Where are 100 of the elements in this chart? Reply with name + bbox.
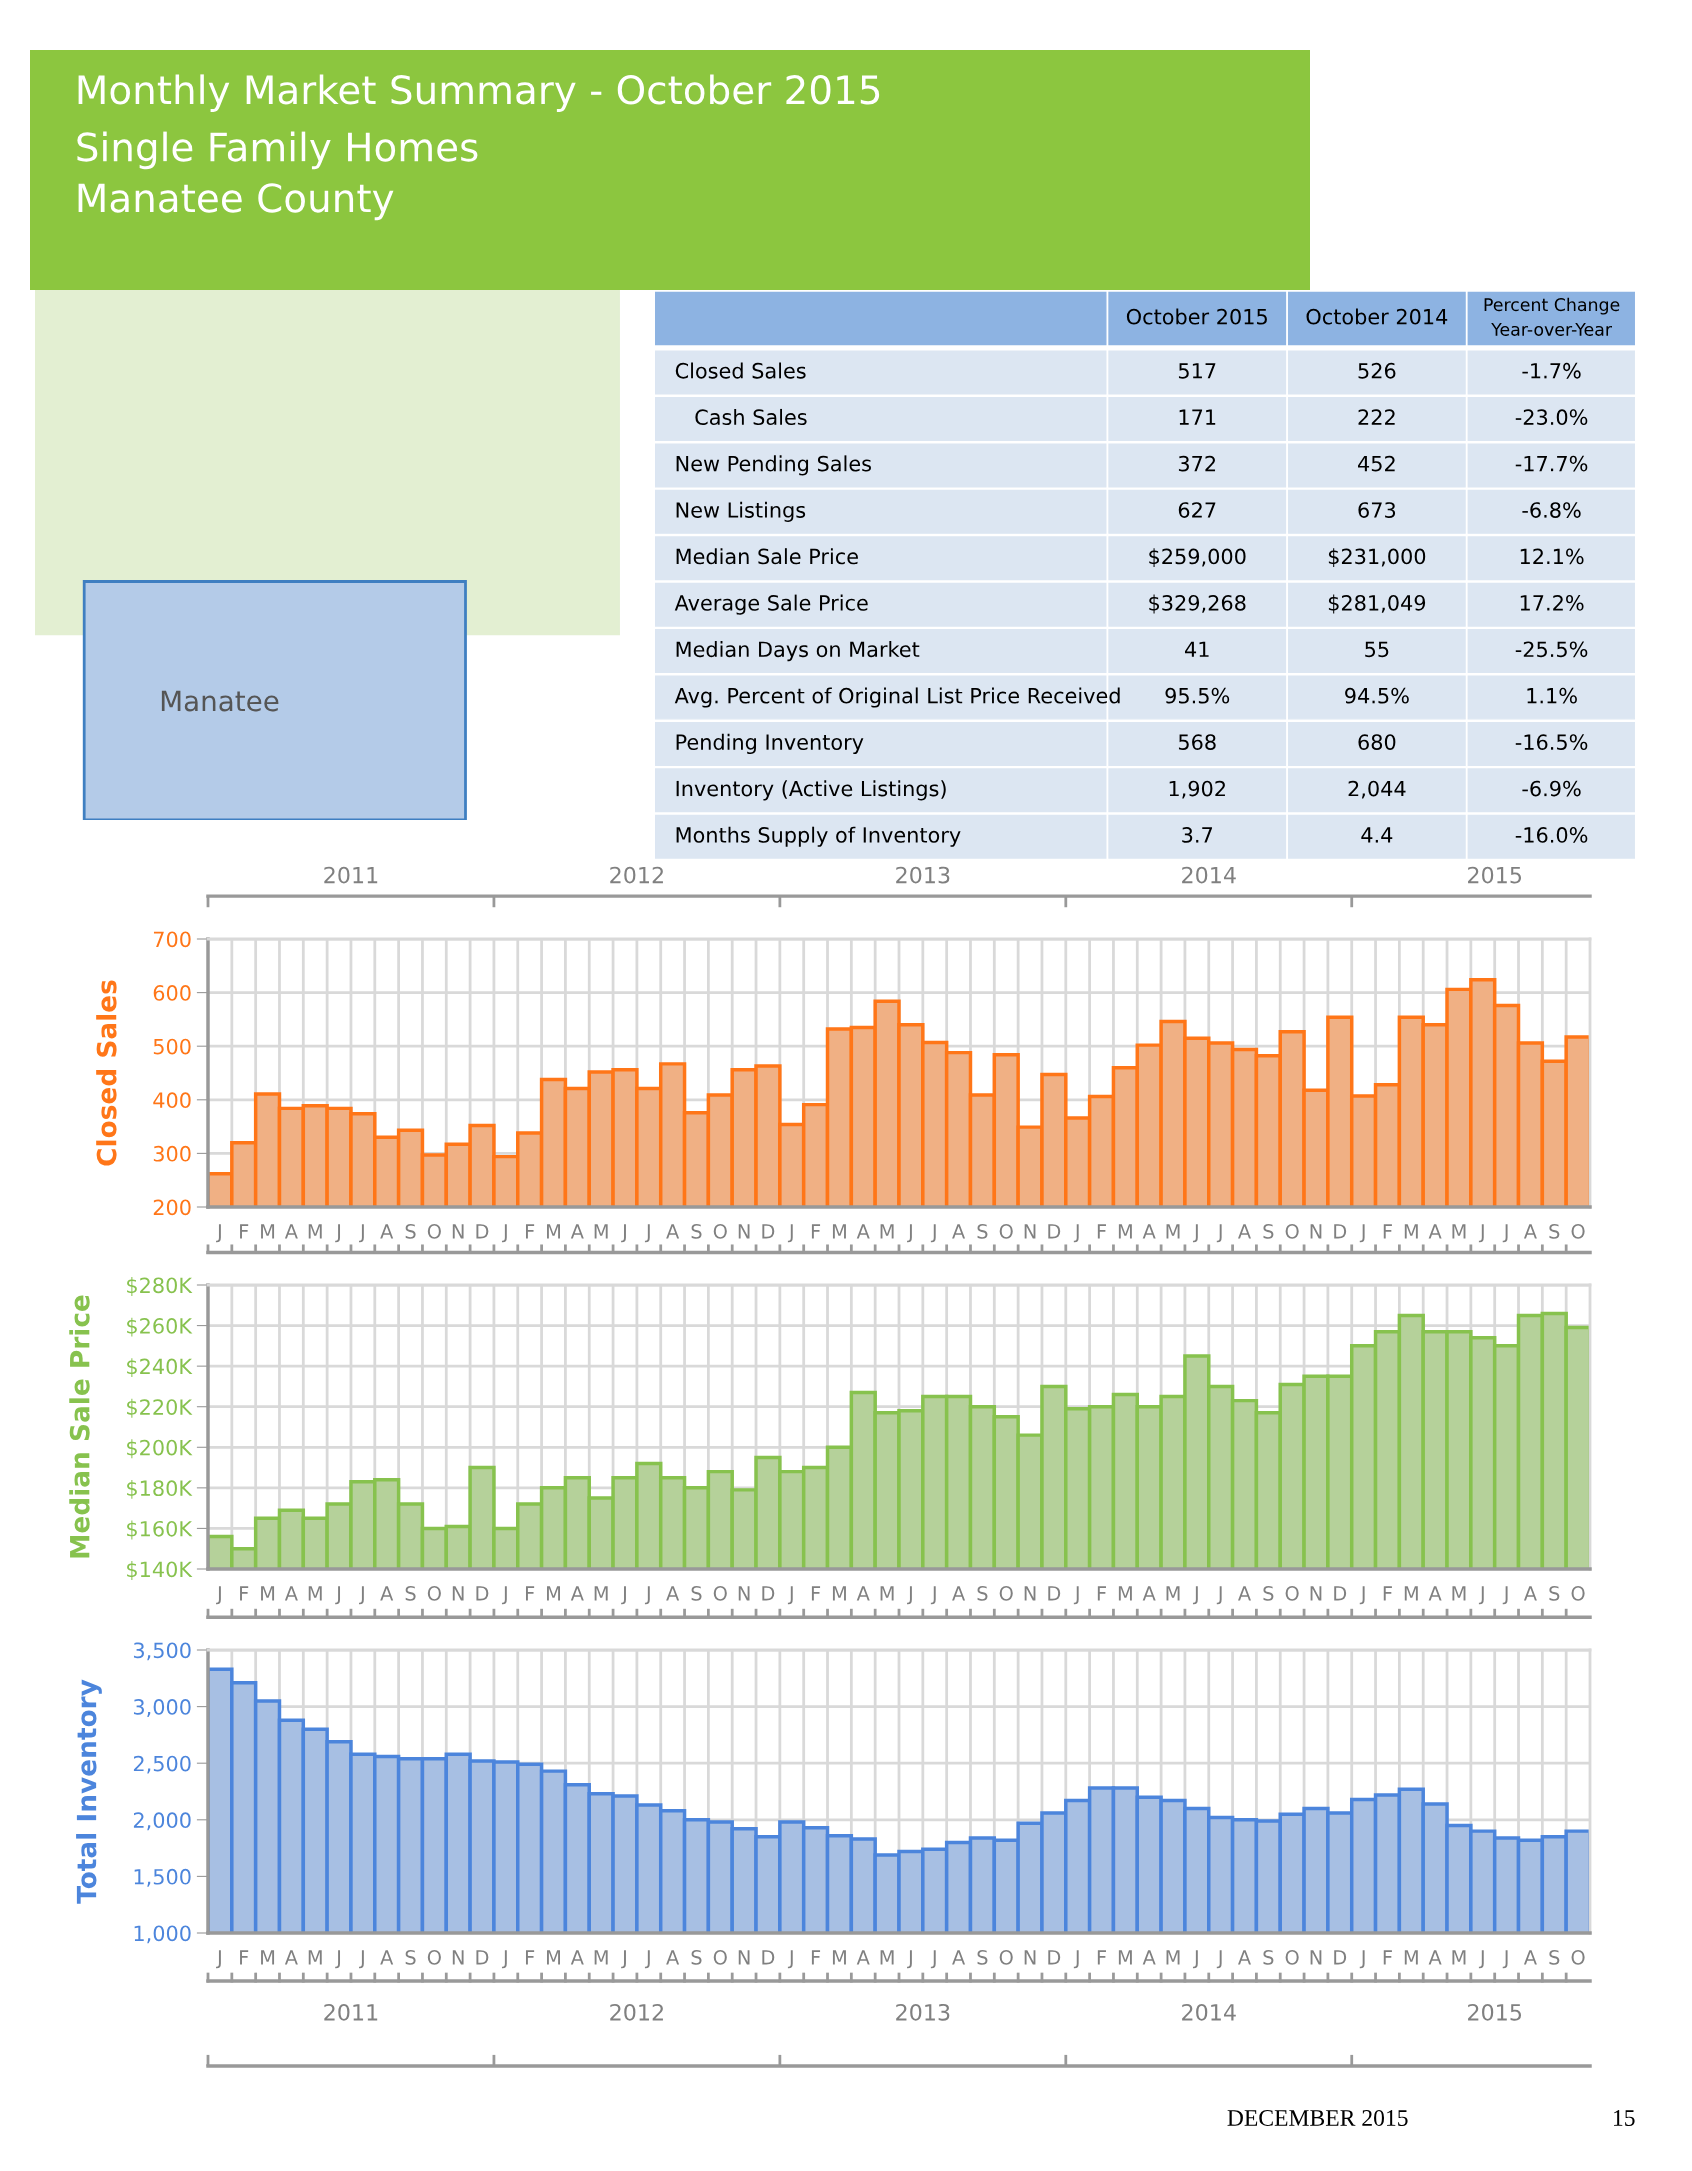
- x-tick-label: D: [762, 1586, 775, 1601]
- category-label: Months Supply of Inventory: [676, 826, 961, 847]
- x-tick-label: M: [1166, 1950, 1180, 1965]
- x-tick-label: J: [621, 1950, 626, 1969]
- text: -1.7%: [1522, 362, 1581, 379]
- x-tick-label: J: [1502, 1224, 1508, 1243]
- text: 680: [1358, 734, 1396, 750]
- x2-tick-label: 2012: [610, 866, 663, 884]
- text: 171: [1179, 409, 1216, 425]
- x-tick-label: J: [216, 1950, 221, 1969]
- x-tick-label: M: [594, 1950, 608, 1965]
- x-tick-label: A: [1142, 1950, 1156, 1965]
- y-axis-title: Total Inventory: [76, 1679, 102, 1904]
- text: 41: [1185, 641, 1209, 657]
- y-tick-label: 700: [153, 931, 191, 948]
- x-tick-label: O: [713, 1950, 727, 1965]
- x-tick-label: J: [907, 1224, 912, 1243]
- x-tick-label: A: [952, 1950, 966, 1965]
- y-tick-label: $160K: [127, 1520, 193, 1540]
- x-tick-label: O: [1571, 1224, 1585, 1239]
- x-tick-label: A: [284, 1586, 298, 1601]
- x-tick-label: N: [1310, 1586, 1322, 1601]
- x-tick-label: D: [1048, 1224, 1061, 1239]
- x-tick-label: M: [880, 1586, 894, 1601]
- x-tick-label: A: [856, 1950, 870, 1965]
- x-tick-label: O: [1285, 1586, 1299, 1601]
- x-tick-label: A: [570, 1950, 584, 1965]
- x-tick-label: M: [547, 1224, 560, 1239]
- x-tick-label: J: [335, 1950, 341, 1969]
- text: Monthly Market Summary - October 2015: [78, 74, 880, 113]
- x-tick-label: A: [380, 1586, 394, 1601]
- x-tick-label: M: [594, 1224, 608, 1239]
- x-tick-label: D: [762, 1224, 775, 1239]
- category-label: Average Sale Price: [674, 594, 868, 615]
- x2-tick-label: 2011: [324, 866, 378, 884]
- x-tick-label: A: [1238, 1950, 1251, 1965]
- x-tick-label: M: [880, 1950, 894, 1965]
- text: 526: [1358, 362, 1396, 379]
- x-tick-label: N: [1310, 1224, 1322, 1239]
- x-tick-label: F: [525, 1224, 535, 1239]
- x-tick-label: M: [1404, 1586, 1418, 1601]
- x-tick-label: O: [1571, 1586, 1585, 1601]
- x-tick-label: O: [1571, 1950, 1585, 1965]
- x-tick-label: J: [216, 1224, 221, 1243]
- x-tick-label: D: [476, 1224, 489, 1239]
- x-tick-label: F: [525, 1586, 535, 1601]
- text: 452: [1358, 455, 1395, 472]
- x-tick-label: M: [832, 1224, 846, 1239]
- x-tick-label: N: [1024, 1586, 1036, 1601]
- x-tick-label: O: [1285, 1224, 1299, 1239]
- x-tick-label: A: [380, 1950, 394, 1965]
- x-tick-label: J: [907, 1586, 912, 1605]
- category-label: Inventory (Active Listings): [676, 780, 946, 801]
- text: 55: [1365, 641, 1389, 658]
- x-tick-label: J: [1192, 1950, 1198, 1969]
- x-tick-label: J: [359, 1950, 364, 1969]
- text: -17.7%: [1515, 455, 1588, 472]
- text: 4.4: [1361, 827, 1393, 843]
- y-tick-label: $240K: [127, 1358, 193, 1378]
- category-label: October 2014: [1306, 308, 1448, 325]
- x-tick-label: A: [380, 1224, 394, 1239]
- x-tick-label: J: [335, 1224, 341, 1243]
- x-tick-label: A: [666, 1224, 680, 1239]
- category-label: Cash Sales: [695, 408, 807, 426]
- text: 222: [1358, 409, 1395, 425]
- x-tick-label: J: [1502, 1586, 1508, 1605]
- x-tick-label: J: [930, 1224, 936, 1243]
- x-tick-label: O: [999, 1224, 1013, 1239]
- x-tick-label: N: [452, 1224, 464, 1239]
- x-tick-label: D: [1048, 1586, 1061, 1601]
- y-tick-label: $280K: [127, 1277, 193, 1296]
- x-tick-label: M: [832, 1950, 846, 1965]
- x-tick-label: S: [405, 1224, 416, 1239]
- x-tick-label: J: [359, 1224, 364, 1243]
- x-tick-label: S: [691, 1586, 702, 1601]
- x-tick-label: S: [405, 1586, 416, 1601]
- y-tick-label: $180K: [127, 1479, 193, 1499]
- y-tick-label: $200K: [127, 1439, 193, 1459]
- x-tick-label: N: [1310, 1950, 1322, 1965]
- x-tick-label: A: [1523, 1950, 1537, 1965]
- y-axis-title: Closed Sales: [96, 980, 117, 1166]
- y-tick-label: 200: [153, 1199, 191, 1216]
- y-axis-title: Median Sale Price: [69, 1295, 90, 1558]
- x-tick-label: M: [1166, 1224, 1180, 1239]
- x-tick-label: F: [1097, 1950, 1106, 1965]
- x-tick-label: S: [691, 1224, 702, 1239]
- x-tick-label: A: [666, 1586, 680, 1601]
- x-tick-label: J: [335, 1586, 341, 1605]
- x-tick-label: S: [405, 1950, 416, 1965]
- x-tick-label: J: [1216, 1950, 1222, 1969]
- x-tick-label: S: [1263, 1950, 1274, 1965]
- text: -25.5%: [1515, 641, 1588, 658]
- text: 627: [1178, 502, 1216, 518]
- x-tick-label: D: [476, 1586, 489, 1601]
- text: 1.1%: [1527, 687, 1577, 704]
- x-tick-label: J: [1073, 1586, 1079, 1605]
- x-tick-label: D: [1334, 1950, 1347, 1965]
- text: 94.5%: [1345, 687, 1409, 704]
- category-label: New Listings: [676, 501, 806, 522]
- x2-tick-label: 2015: [1468, 2003, 1522, 2021]
